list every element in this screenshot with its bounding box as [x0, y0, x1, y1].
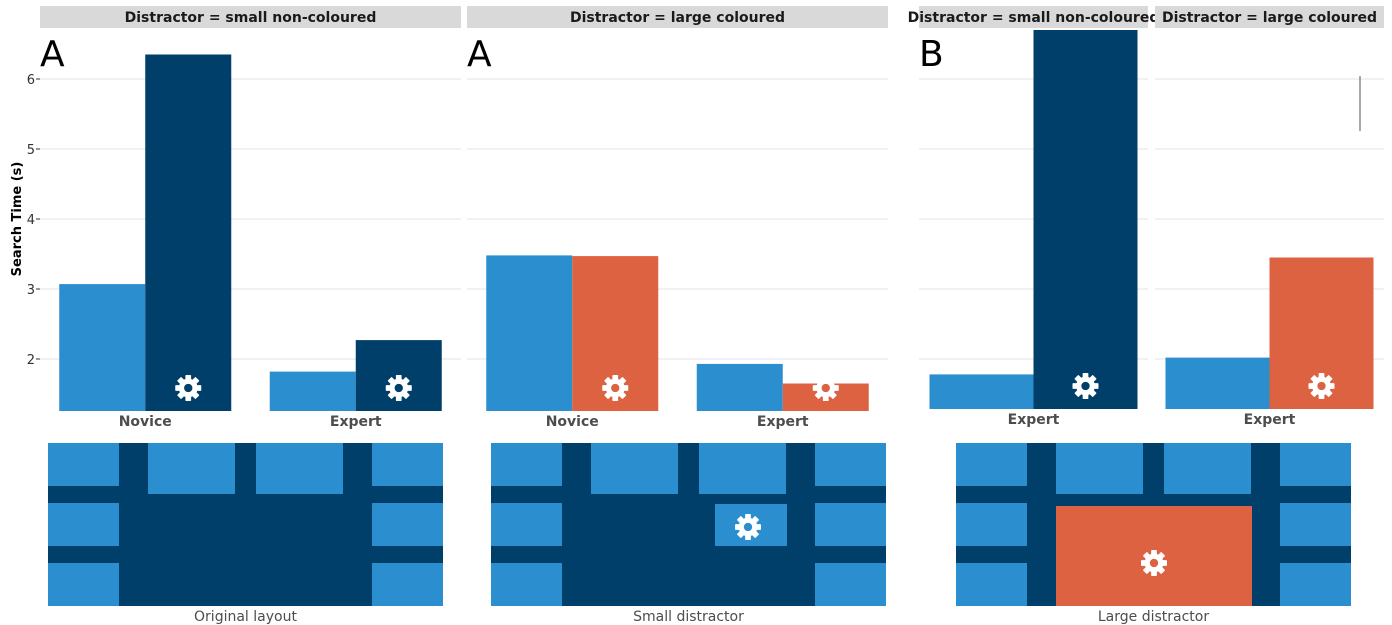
tile — [48, 563, 119, 606]
bar — [1165, 357, 1270, 409]
panel-letter: B — [919, 34, 944, 75]
tile — [1280, 503, 1351, 546]
tile — [256, 443, 343, 494]
x-category-label: Novice — [119, 414, 172, 430]
panel-letter: A — [467, 34, 492, 75]
chart-panel: Distractor = small non-coloured A Novice Ex… — [40, 6, 461, 430]
facet-strip-label: Distractor = small non-coloured — [125, 10, 377, 26]
facet-strip — [919, 6, 1148, 28]
layout-caption: Original layout — [194, 609, 297, 625]
tile — [699, 443, 786, 494]
layout-illustrations: Original layout Small distractor Large dis… — [48, 443, 1351, 625]
tile — [491, 563, 562, 606]
tile — [372, 563, 443, 606]
gear-icon — [735, 514, 761, 540]
y-axis-label: Search Time (s) — [10, 162, 25, 277]
gear-icon — [602, 375, 629, 401]
tile — [1056, 443, 1143, 494]
x-category-label: Expert — [330, 414, 382, 430]
gear-icon — [812, 375, 839, 401]
tile — [491, 443, 562, 486]
tile — [48, 503, 119, 546]
tile — [1280, 563, 1351, 606]
y-tick-label: 4 — [27, 213, 35, 228]
tile — [591, 443, 678, 494]
layout-caption: Small distractor — [633, 609, 744, 625]
facet-strip — [40, 6, 461, 28]
tile — [148, 443, 235, 494]
gear-icon — [385, 375, 412, 401]
panel-letter: A — [40, 34, 65, 75]
tile — [372, 443, 443, 486]
x-category-label: Expert — [1244, 412, 1296, 428]
x-category-label: Novice — [546, 414, 599, 430]
tile — [956, 503, 1027, 546]
facet-strip — [467, 6, 888, 28]
bar — [269, 371, 356, 411]
tile — [956, 443, 1027, 486]
facet-strip-label: Distractor = large coloured — [1162, 10, 1377, 26]
tile — [1280, 443, 1351, 486]
tile — [815, 443, 886, 486]
tile — [815, 503, 886, 546]
chart-panel: Distractor = large coloured A Novice Expert — [467, 6, 888, 430]
gear-icon — [1072, 373, 1099, 399]
gear-icon — [1141, 550, 1167, 576]
x-category-label: Expert — [757, 414, 809, 430]
gear-icon — [1308, 373, 1335, 399]
tile — [491, 503, 562, 546]
bar — [696, 363, 783, 411]
gear-icon — [175, 375, 202, 401]
y-tick-label: 2 — [27, 353, 35, 368]
facet-strip — [1155, 6, 1384, 28]
layout-caption: Large distractor — [1098, 609, 1209, 625]
layout-illustration: Original layout — [48, 443, 443, 625]
x-category-label: Expert — [1008, 412, 1060, 428]
facet-strip-label: Distractor = small non-coloured — [908, 10, 1160, 26]
bar — [486, 255, 573, 411]
charts-area: Search Time (s) 2 3 4 5 6 Distractor = small n… — [10, 6, 1384, 430]
y-tick-label: 5 — [27, 143, 35, 158]
bar — [59, 284, 146, 411]
tile — [815, 563, 886, 606]
tile — [48, 443, 119, 486]
tile — [1164, 443, 1251, 494]
chart-panel: Distractor = large coloured Expert — [1155, 6, 1384, 428]
bar — [929, 374, 1034, 409]
layout-illustration: Small distractor — [491, 443, 886, 625]
y-tick-label: 3 — [27, 283, 35, 298]
layout-illustration: Large distractor — [956, 443, 1351, 625]
facet-strip-label: Distractor = large coloured — [570, 10, 785, 26]
tile — [372, 503, 443, 546]
y-tick-label: 6 — [27, 73, 35, 88]
chart-panel: Distractor = small non-coloured B Expert — [908, 6, 1160, 428]
bar — [145, 54, 232, 411]
tile — [956, 563, 1027, 606]
bar — [1033, 30, 1138, 409]
